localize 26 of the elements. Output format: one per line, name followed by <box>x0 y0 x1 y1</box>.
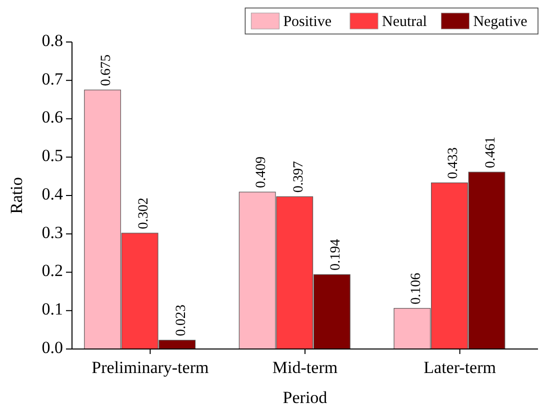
data-label: 0.397 <box>291 161 306 193</box>
x-tick-label: Preliminary-term <box>92 358 209 377</box>
y-tick-label: 0.4 <box>42 184 64 204</box>
y-tick-label: 0.0 <box>42 338 63 357</box>
data-label: 0.023 <box>174 304 189 336</box>
x-axis-title: Period <box>282 388 328 407</box>
data-label: 0.461 <box>483 136 498 168</box>
y-tick-label: 0.6 <box>42 108 63 127</box>
data-label: 0.433 <box>446 147 462 179</box>
x-tick-label: Later-term <box>424 358 496 377</box>
x-tick-label: Mid-term <box>272 358 338 377</box>
y-tick-label: 0.7 <box>42 69 64 88</box>
legend-label: Neutral <box>382 14 427 30</box>
y-tick-label: 0.8 <box>42 30 63 50</box>
y-tick-label: 0.3 <box>42 222 63 242</box>
data-label: 0.409 <box>254 156 270 188</box>
data-label: 0.194 <box>328 239 344 271</box>
data-label: 0.106 <box>408 272 424 304</box>
y-tick-label: 0.1 <box>42 300 63 319</box>
y-tick-label: 0.5 <box>42 146 63 166</box>
data-label: 0.675 <box>99 54 114 86</box>
legend-label: Positive <box>283 14 332 30</box>
data-label: 0.302 <box>136 198 152 230</box>
y-axis-title: Ratio <box>7 177 26 214</box>
y-tick-label: 0.2 <box>42 261 63 280</box>
legend-label: Negative <box>473 14 528 30</box>
